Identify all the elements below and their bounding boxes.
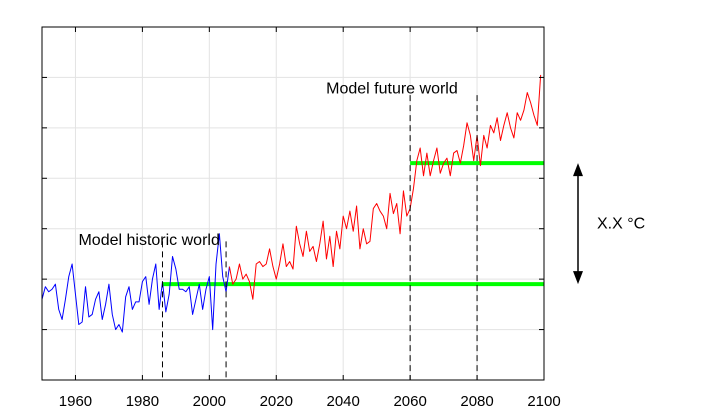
difference-arrow: X.X °C	[573, 163, 645, 285]
x-tick-label-1980: 1980	[126, 393, 159, 410]
x-tick-label-1960: 1960	[59, 393, 92, 410]
period-markers	[161, 95, 478, 380]
grid	[42, 27, 545, 380]
x-tick-label-2060: 2060	[393, 393, 426, 410]
x-tick-label-2080: 2080	[460, 393, 493, 410]
x-tick-label-2000: 2000	[193, 393, 226, 410]
annotations: Model historic world Model future world	[78, 81, 457, 249]
difference-arrow-head-down	[573, 271, 583, 285]
series-line-historic	[41, 233, 230, 333]
x-tick-label-2040: 2040	[327, 393, 360, 410]
annotation-historic: Model historic world	[78, 232, 219, 249]
plot-frame	[41, 26, 545, 381]
difference-arrow-head-up	[573, 163, 583, 177]
series-line-future	[228, 74, 542, 300]
axis-ticks: 1960 1980 2000 2020 2040 2060 2080 2100	[42, 27, 561, 410]
series	[41, 74, 542, 333]
annotation-future: Model future world	[326, 81, 458, 98]
x-tick-label-2100: 2100	[527, 393, 560, 410]
difference-label: X.X °C	[597, 216, 645, 233]
x-tick-label-2020: 2020	[260, 393, 293, 410]
